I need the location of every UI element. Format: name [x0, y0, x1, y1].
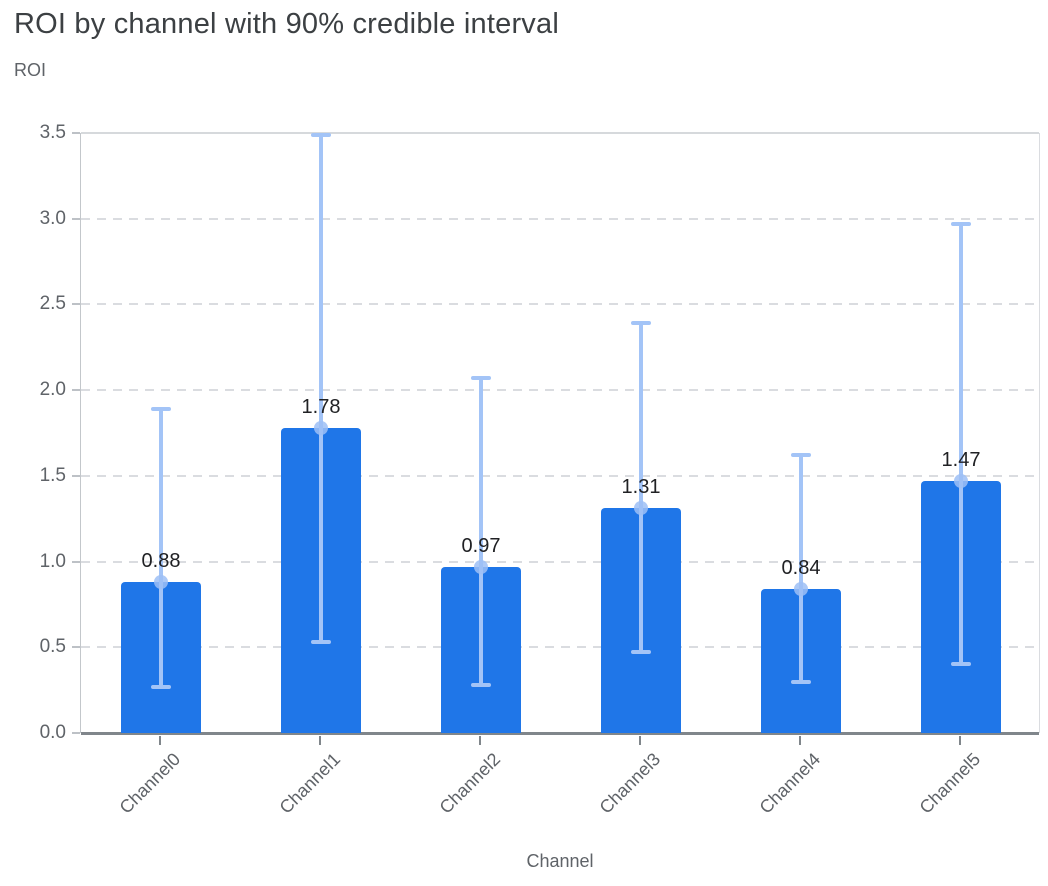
gridline-0.5: [81, 646, 1039, 649]
plot-area: 0.88 1.78 0.97 1.31 0.84 1.47: [80, 132, 1040, 735]
bar-value-label-channel3: 1.31: [621, 476, 661, 499]
y-tick-label-1.5: 1.5: [39, 464, 66, 486]
bar-value-label-channel4: 0.84: [781, 557, 821, 579]
x-tick-label-channel0: Channel0: [115, 749, 185, 818]
y-tick-mark-3.5: [72, 132, 80, 134]
x-tick-mark-channel4: [799, 736, 801, 745]
gridline-1.5: [81, 474, 1039, 477]
error-bar-upper-cap-channel4: [791, 453, 811, 458]
error-bar-lower-cap-channel2: [471, 683, 491, 687]
x-tick-label-channel1: Channel1: [275, 749, 345, 818]
x-tick-label-channel2: Channel2: [435, 749, 505, 818]
y-tick-mark-0.0: [72, 732, 80, 734]
x-axis-line: [81, 732, 1039, 735]
error-bar-upper-cap-channel5: [951, 221, 971, 226]
error-bar-line-channel2: [479, 378, 483, 685]
error-bar-lower-cap-channel3: [631, 650, 651, 655]
x-tick-label-channel5: Channel5: [915, 749, 985, 818]
mean-dot-channel5: [954, 474, 968, 488]
y-tick-mark-2.0: [72, 389, 80, 392]
error-bar-upper-cap-channel3: [631, 321, 651, 326]
y-tick-mark-2.5: [72, 303, 80, 306]
error-bar-lower-cap-channel1: [311, 640, 331, 645]
x-tick-label-channel4: Channel4: [755, 749, 825, 818]
error-bar-lower-cap-channel4: [791, 679, 811, 684]
y-tick-label-3.5: 3.5: [39, 122, 66, 143]
x-tick-label-channel3: Channel3: [595, 749, 665, 818]
error-bar-lower-cap-channel0: [151, 684, 171, 689]
mean-dot-channel0: [154, 575, 168, 590]
gridline-3.0: [81, 217, 1039, 220]
y-tick-mark-0.5: [72, 646, 80, 649]
error-bar-line-channel4: [799, 455, 803, 682]
y-tick-label-3.0: 3.0: [39, 207, 66, 229]
bar-value-label-channel5: 1.47: [941, 449, 981, 471]
error-bar-line-channel1: [319, 134, 323, 643]
gridline-3.5: [81, 132, 1039, 134]
gridline-2.5: [81, 303, 1039, 306]
y-tick-mark-1.0: [72, 560, 80, 563]
chart-title: ROI by channel with 90% credible interva…: [14, 8, 559, 40]
error-bar-line-channel3: [639, 323, 643, 653]
y-tick-mark-1.5: [72, 474, 80, 477]
error-bar-line-channel0: [159, 409, 163, 687]
y-tick-label-1.0: 1.0: [39, 550, 66, 572]
x-tick-mark-channel0: [159, 736, 161, 745]
error-bar-upper-cap-channel1: [311, 132, 331, 137]
error-bar-upper-cap-channel0: [151, 407, 171, 411]
gridline-2.0: [81, 389, 1039, 392]
error-bar-line-channel5: [959, 223, 963, 665]
y-tick-label-0.5: 0.5: [39, 636, 66, 658]
error-bar-upper-cap-channel2: [471, 376, 491, 381]
mean-dot-channel1: [314, 420, 328, 435]
y-tick-label-2.5: 2.5: [39, 293, 66, 315]
x-tick-mark-channel5: [959, 736, 961, 745]
bar-value-label-channel2: 0.97: [461, 534, 501, 557]
bar-value-label-channel1: 1.78: [301, 395, 341, 418]
y-tick-label-0.0: 0.0: [39, 722, 66, 743]
x-tick-mark-channel3: [639, 736, 641, 745]
error-bar-lower-cap-channel5: [951, 662, 971, 667]
mean-dot-channel3: [634, 501, 648, 516]
y-tick-mark-3.0: [72, 217, 80, 220]
x-tick-mark-channel2: [479, 736, 481, 745]
gridline-1.0: [81, 560, 1039, 563]
x-tick-mark-channel1: [319, 736, 321, 745]
mean-dot-channel4: [794, 582, 808, 596]
bar-value-label-channel0: 0.88: [141, 550, 181, 573]
y-tick-label-2.0: 2.0: [39, 379, 66, 401]
x-axis-title: Channel: [526, 851, 594, 871]
mean-dot-channel2: [474, 559, 488, 574]
y-axis-title: ROI: [14, 60, 47, 80]
